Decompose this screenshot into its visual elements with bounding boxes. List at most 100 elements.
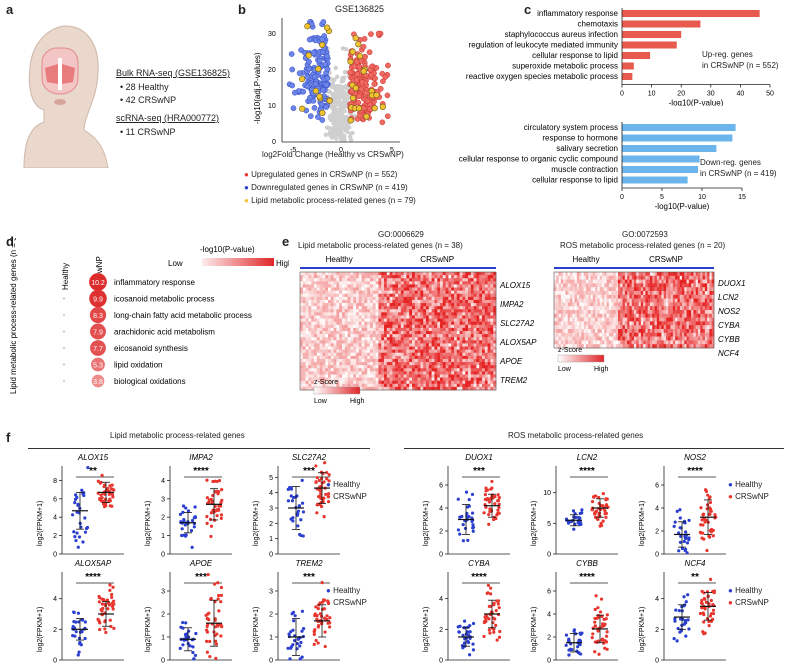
hm-cell [602,317,605,322]
hm-cell [448,377,452,381]
hm-cell [451,290,455,295]
hm-cell [358,318,362,322]
hm-cell [570,332,573,337]
hm-cell [395,349,399,354]
hm-cell [451,340,455,344]
hm-cell [322,349,326,354]
hm-cell [688,279,692,284]
hm-cell [482,278,486,282]
hm-cell [615,272,619,277]
hm-cell [434,380,438,385]
panel-e-label: e [282,234,290,249]
hm-cell [316,312,320,316]
hm-cell [300,312,304,316]
hm-cell [431,331,435,335]
hm-cell [465,362,469,366]
hm-cell [305,318,309,322]
volcano-point-up [359,79,366,85]
hm-cell [437,368,441,372]
hm-cell [339,355,343,360]
hm-cell [627,317,630,322]
hm-cell [364,352,368,357]
hm-cell [565,302,569,307]
hm-cell [588,325,591,330]
hm-cell [691,340,694,345]
go-bar [622,176,688,184]
hm-cell [339,293,343,298]
hm-cell [370,340,374,344]
hm-cell [615,302,619,307]
f-point-healthy [192,525,196,529]
hm-cell [656,291,660,296]
hm-cell [709,272,713,277]
hm-cell [487,281,491,285]
hm-cell [417,312,421,316]
hm-cell [659,306,662,311]
hm-cell [631,279,635,284]
hm-cell [378,299,382,304]
hm-cell [679,321,683,326]
hm-cell [342,352,346,357]
hm-cell [586,287,589,292]
hm-cell [398,318,402,322]
hm-cell [378,337,382,341]
hm-cell [679,340,683,345]
hm-cell [638,332,642,337]
hm-cell [440,296,444,301]
hm-cell [565,287,569,292]
hm-cell [490,352,494,357]
hm-cell [395,346,399,350]
hm-cell [479,383,483,388]
hm-cell [431,315,435,319]
hm-cell [445,299,449,304]
hm-cell [608,325,612,330]
hm-cell [656,313,660,318]
f-gene-title: ALOX15 [77,453,109,462]
hm-cell [428,309,432,313]
hm-cell [456,272,460,276]
hm-cell [325,383,329,388]
hm-cell [375,321,379,326]
volcano-point-down [307,113,314,119]
hm-cell [398,293,402,298]
hm-cell [361,349,365,354]
hm-cell [493,355,497,360]
hm-cell [659,294,662,299]
hm-cell [707,298,710,303]
hm-cell [367,275,371,279]
hm-cell [613,325,617,330]
hm-cell [428,290,432,295]
hm-cell [434,299,438,304]
hm-cell [409,278,413,282]
hm-cell [672,321,676,326]
hm-cell [392,324,396,329]
hm-cell [686,272,690,277]
hm-cell [361,386,365,391]
f-point-healthy [74,493,78,497]
hm-cell [336,340,340,344]
hm-cell [308,275,312,279]
hm-cell [484,374,488,378]
hm-cell [668,287,671,292]
hm-cell [454,374,458,378]
hm-cell [668,336,671,341]
hm-cell [375,299,379,304]
hm-cell [468,368,472,372]
hm-cell [476,343,480,347]
hm-cell [493,324,497,329]
d-bubble-healthy [62,297,66,300]
hm-cell [370,337,374,341]
hm-cell [339,362,343,366]
hm-cell [378,296,382,301]
hm-cell [342,290,346,295]
hm-cell [325,290,329,295]
hm-cell [302,371,306,375]
hm-cell [479,340,483,344]
hm-cell [704,344,708,349]
hm-cell [398,340,402,344]
hm-cell [465,374,469,378]
hm-cell [330,380,334,385]
hm-cell [652,332,655,337]
hm-cell [556,272,559,277]
hm-cell [448,334,452,338]
